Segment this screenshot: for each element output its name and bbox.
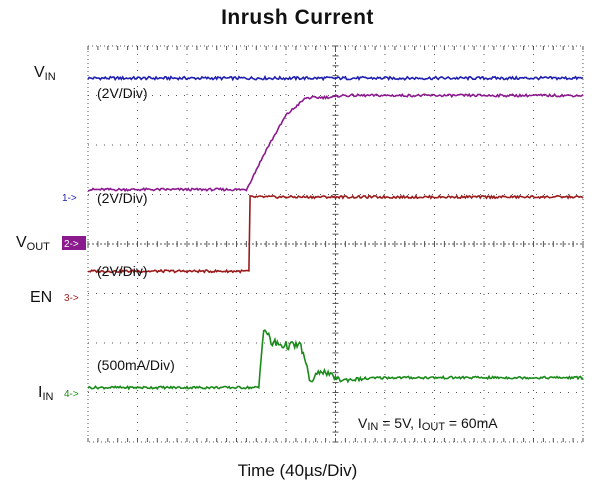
x-axis-label: Time (40µs/Div) (237, 461, 358, 480)
en-scale-label: (2V/Div) (97, 263, 148, 279)
trace-vout (87, 92, 584, 193)
chart-title: Inrush Current (221, 6, 374, 29)
traces (87, 74, 584, 391)
iin-channel-label: IIN (38, 384, 54, 403)
channel-2-marker: 2-> (64, 239, 79, 250)
trace-vin (87, 74, 584, 82)
iin-scale-label: (500mA/Div) (97, 357, 175, 373)
trace-iin (87, 329, 584, 391)
channel-2-marker-box (62, 236, 86, 250)
grid (87, 45, 584, 443)
en-channel-label: EN (30, 289, 52, 306)
channel-4-marker: 4-> (64, 389, 79, 400)
vin-channel-label: VIN (34, 64, 56, 83)
channel-1-marker: 1-> (62, 193, 77, 204)
vout-channel-label: VOUT (16, 234, 50, 253)
conditions-annotation: VIN = 5V, IOUT = 60mA (358, 415, 498, 433)
trace-en (87, 194, 584, 274)
channel-3-marker: 3-> (64, 293, 79, 304)
vout-scale-label: (2V/Div) (97, 190, 148, 206)
vin-scale-label: (2V/Div) (97, 85, 148, 101)
